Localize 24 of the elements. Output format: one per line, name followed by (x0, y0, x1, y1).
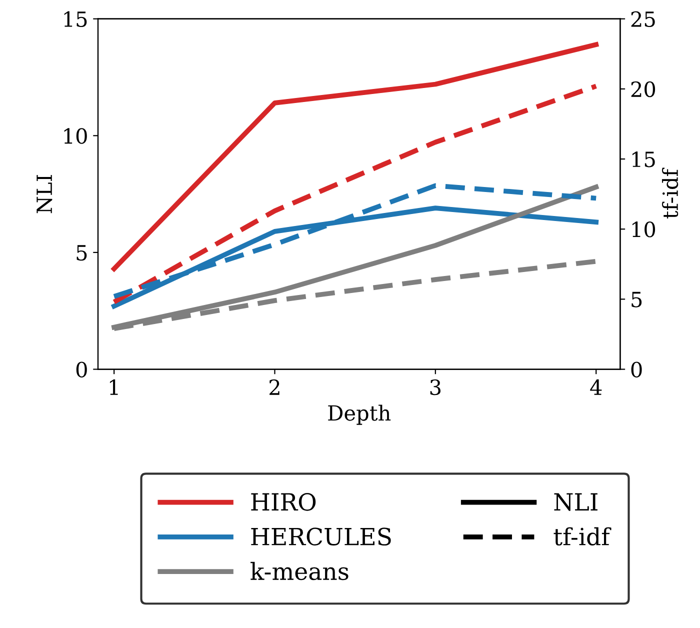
text: tf-idf (554, 527, 612, 546)
x-tick-label: 2 (270, 379, 280, 395)
y2-tick-label: 5 (632, 292, 642, 308)
y2-tick-label: 10 (632, 222, 656, 238)
x-tick-label: 3 (430, 379, 441, 396)
y-tick-label: 10 (64, 128, 87, 144)
y-tick-label: 15 (64, 11, 87, 28)
line-series (112, 84, 599, 304)
legend-label: HERCULES (251, 528, 391, 546)
y2-tick-label: 20 (631, 81, 656, 98)
x-axis-title: Depth (328, 404, 391, 425)
y2-tick-label: 25 (631, 11, 655, 28)
y2-tick-label: 15 (632, 151, 655, 168)
legend-label: HIRO (251, 493, 316, 511)
y2-tick-label: 0 (631, 362, 642, 378)
line-series (112, 42, 599, 272)
y-tick-label: 0 (76, 362, 87, 378)
x-tick-label: 4 (590, 379, 602, 395)
text: NLI (554, 493, 598, 511)
y2-axis-title: tf-idf (662, 168, 678, 218)
y-axis-title: NLI (36, 175, 52, 214)
x-tick-label: 1 (110, 379, 118, 395)
legend-label: k-means (250, 562, 348, 580)
y-tick-label: 5 (76, 245, 87, 261)
